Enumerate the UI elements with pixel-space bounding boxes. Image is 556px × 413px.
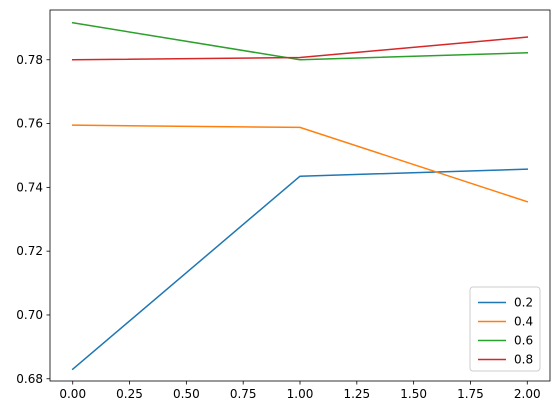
x-tick-label: 0.25 xyxy=(116,387,143,401)
y-tick-label: 0.72 xyxy=(16,244,43,258)
y-tick-label: 0.68 xyxy=(16,372,43,386)
legend-label: 0.2 xyxy=(514,296,533,310)
x-tick-label: 0.50 xyxy=(173,387,200,401)
x-tick-label: 0.00 xyxy=(59,387,86,401)
y-tick-label: 0.76 xyxy=(16,117,43,131)
legend-box xyxy=(469,286,541,372)
series-line-3 xyxy=(71,36,529,61)
plot-area xyxy=(71,21,529,371)
legend-label: 0.8 xyxy=(514,353,533,367)
x-tick-label: 1.50 xyxy=(400,387,427,401)
x-tick-label: 0.75 xyxy=(230,387,257,401)
legend-label: 0.4 xyxy=(514,315,533,329)
x-tick-label: 1.25 xyxy=(343,387,370,401)
legend-label: 0.6 xyxy=(514,334,533,348)
x-tick-label: 1.75 xyxy=(457,387,484,401)
series-line-1 xyxy=(71,124,529,203)
series-line-0 xyxy=(71,168,529,371)
y-tick-label: 0.70 xyxy=(16,308,43,322)
y-tick-label: 0.74 xyxy=(16,180,43,194)
series-line-2 xyxy=(71,21,529,61)
x-tick-label: 1.00 xyxy=(287,387,314,401)
legend: 0.2 0.4 0.6 0.8 xyxy=(469,286,541,372)
axes: 0.00 0.25 0.50 0.75 1.00 1.25 1.50 1.75 2.00 0.68… xyxy=(16,9,551,401)
x-tick-label: 2.00 xyxy=(514,387,541,401)
y-tick-label: 0.78 xyxy=(16,53,43,67)
